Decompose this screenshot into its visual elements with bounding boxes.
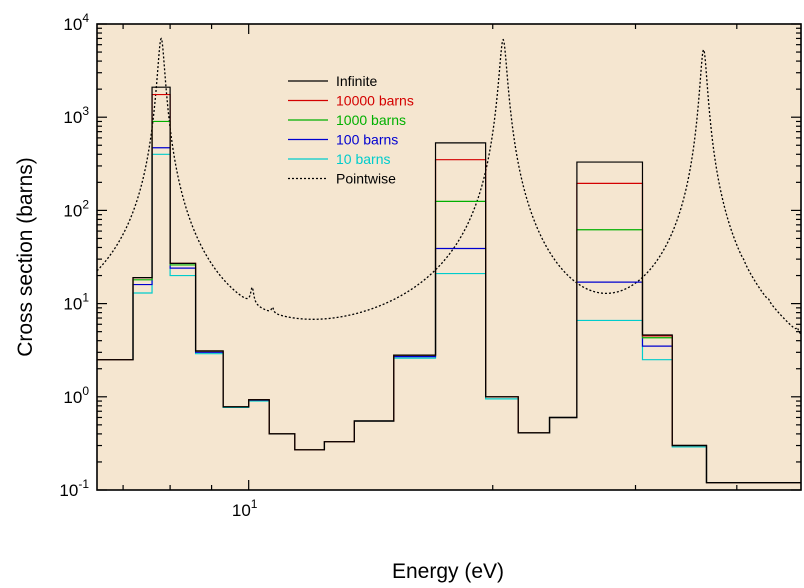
legend-label: 10 barns xyxy=(336,151,390,167)
series-pointwise xyxy=(97,37,801,335)
plot-frame xyxy=(96,23,802,491)
legend-label: 100 barns xyxy=(336,132,398,148)
y-tick-label: 100 xyxy=(63,384,89,407)
y-axis-title: Cross section (barns) xyxy=(14,157,37,357)
x-tick-label: 101 xyxy=(232,497,258,520)
legend-label: Infinite xyxy=(336,73,377,89)
legend-label: Pointwise xyxy=(336,171,396,187)
legend: Infinite 10000 barns 1000 barns 100 barns 10… xyxy=(288,73,414,187)
x-axis-title: Energy (eV) xyxy=(392,560,504,583)
y-tick-label: 104 xyxy=(63,11,89,34)
legend-label: 10000 barns xyxy=(336,93,414,109)
series-infinite xyxy=(97,86,801,484)
y-tick-label: 102 xyxy=(63,197,89,220)
plot-area xyxy=(97,24,801,490)
y-tick-label: 10-1 xyxy=(59,477,89,500)
y-tick-label: 103 xyxy=(63,104,89,127)
tick-layer: 10-1 100 101 102 103 104 101 xyxy=(59,11,801,520)
series-layer xyxy=(97,37,801,484)
y-tick-label: 101 xyxy=(63,291,89,314)
legend-label: 1000 barns xyxy=(336,112,406,128)
